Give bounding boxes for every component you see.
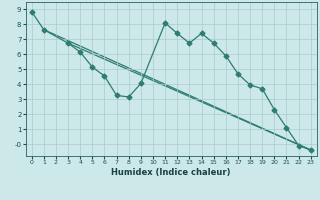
X-axis label: Humidex (Indice chaleur): Humidex (Indice chaleur)	[111, 168, 231, 177]
